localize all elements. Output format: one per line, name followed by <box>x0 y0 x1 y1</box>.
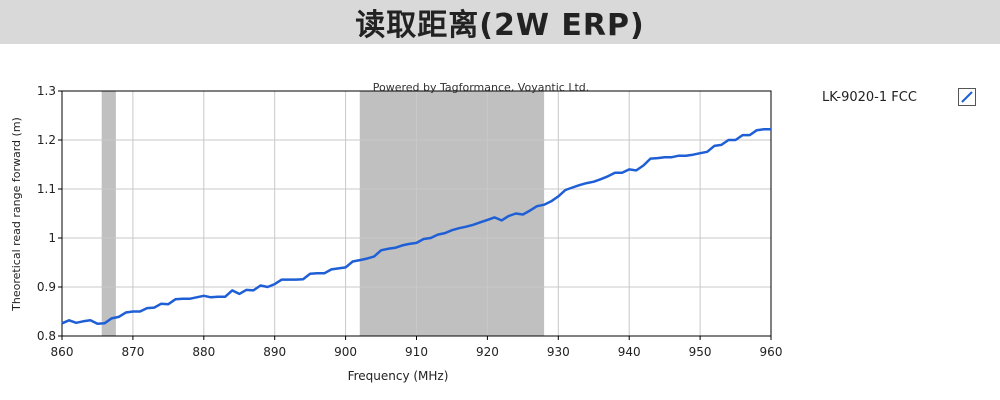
x-tick-label: 930 <box>547 345 570 359</box>
x-axis: 860 870 880 890 900 910 920 930 940 950 960 <box>51 336 783 359</box>
x-tick-label: 900 <box>334 345 357 359</box>
shaded-bands <box>101 91 545 336</box>
watermark-text: Powered by Tagformance, Voyantic Ltd. <box>373 81 590 94</box>
y-tick-label: 1 <box>48 231 56 245</box>
y-tick-label: 1.3 <box>37 84 56 98</box>
x-tick-label: 960 <box>760 345 783 359</box>
legend-line-swatch <box>958 88 976 106</box>
series-layer <box>61 127 771 326</box>
y-tick-label: 1.1 <box>37 182 56 196</box>
x-tick-label: 890 <box>263 345 286 359</box>
x-tick-label: 920 <box>476 345 499 359</box>
x-tick-label: 910 <box>405 345 428 359</box>
page-title: 读取距离(2W ERP) <box>355 8 645 43</box>
y-tick-label: 0.8 <box>37 329 56 343</box>
y-tick-label: 1.2 <box>37 133 56 147</box>
x-axis-label: Frequency (MHz) <box>348 369 449 383</box>
series-line-0 <box>61 127 771 326</box>
x-tick-label: 870 <box>121 345 144 359</box>
x-tick-label: 880 <box>192 345 215 359</box>
x-tick-label: 860 <box>51 345 74 359</box>
x-tick-label: 950 <box>689 345 712 359</box>
legend: LK-9020-1 FCC <box>822 88 976 106</box>
title-banner: 读取距离(2W ERP) <box>0 0 1000 44</box>
x-tick-label: 940 <box>618 345 641 359</box>
y-axis-label: Theoretical read range forward (m) <box>10 117 23 312</box>
y-tick-label: 0.9 <box>37 280 56 294</box>
y-axis: 0.8 0.9 1 1.1 1.2 1.3 <box>37 84 62 343</box>
shaded-band-0 <box>101 91 116 336</box>
legend-entry-label: LK-9020-1 FCC <box>822 89 917 105</box>
grid-lines <box>61 90 772 337</box>
